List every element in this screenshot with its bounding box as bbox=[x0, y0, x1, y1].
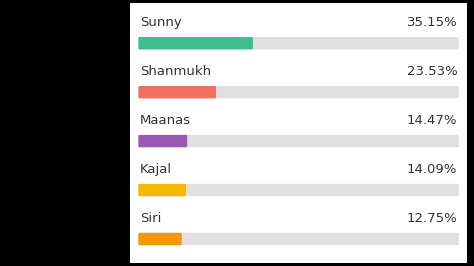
Text: 14.47%: 14.47% bbox=[407, 114, 457, 127]
FancyBboxPatch shape bbox=[138, 184, 459, 196]
Text: Maanas: Maanas bbox=[140, 114, 191, 127]
Text: 23.53%: 23.53% bbox=[407, 65, 457, 78]
Text: 35.15%: 35.15% bbox=[407, 16, 457, 29]
Text: Kajal: Kajal bbox=[140, 163, 172, 176]
FancyBboxPatch shape bbox=[138, 37, 253, 49]
FancyBboxPatch shape bbox=[130, 3, 467, 263]
Text: Sunny: Sunny bbox=[140, 16, 182, 29]
FancyBboxPatch shape bbox=[138, 184, 186, 196]
FancyBboxPatch shape bbox=[138, 86, 459, 98]
FancyBboxPatch shape bbox=[138, 37, 459, 49]
FancyBboxPatch shape bbox=[138, 233, 182, 245]
FancyBboxPatch shape bbox=[138, 135, 187, 147]
Text: Siri: Siri bbox=[140, 212, 161, 225]
Text: 14.09%: 14.09% bbox=[407, 163, 457, 176]
Text: 12.75%: 12.75% bbox=[407, 212, 457, 225]
FancyBboxPatch shape bbox=[138, 233, 459, 245]
FancyBboxPatch shape bbox=[138, 86, 216, 98]
FancyBboxPatch shape bbox=[138, 135, 459, 147]
Text: Shanmukh: Shanmukh bbox=[140, 65, 211, 78]
